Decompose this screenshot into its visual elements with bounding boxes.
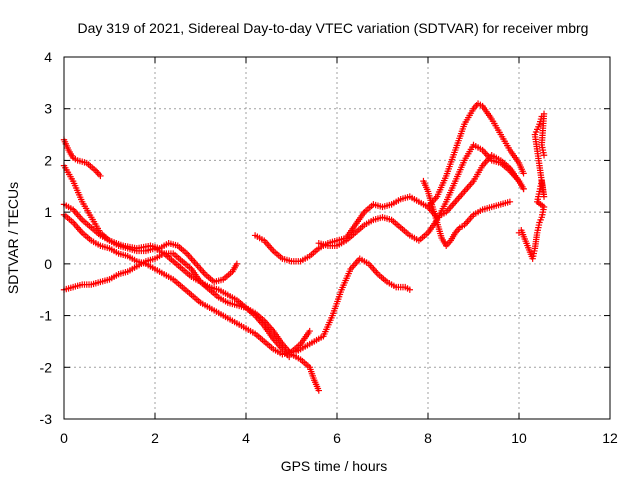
data-point [506, 198, 514, 205]
data-point [540, 152, 548, 159]
data-point [315, 387, 322, 394]
data-points [60, 100, 548, 394]
data-point [520, 170, 527, 177]
y-tick-label: -2 [40, 359, 53, 375]
series-trace-e [60, 250, 293, 361]
x-tick-label: 6 [333, 430, 341, 446]
data-point [233, 260, 241, 268]
series-trace-g [292, 255, 413, 355]
series-trace-c [60, 201, 322, 394]
chart-title: Day 319 of 2021, Sidereal Day-to-day VTE… [78, 20, 589, 36]
x-tick-label: 4 [242, 430, 250, 446]
data-point [306, 327, 313, 335]
y-tick-labels: -3 -2 -1 0 1 2 3 4 [40, 49, 53, 427]
x-tick-label: 8 [424, 430, 432, 446]
series-trace-j [424, 100, 527, 211]
y-tick-label: 4 [44, 49, 52, 65]
data-point [520, 185, 527, 193]
axis-ticks [63, 56, 611, 420]
x-tick-label: 2 [151, 430, 159, 446]
x-tick-label: 12 [602, 430, 618, 446]
x-tick-labels: 0 2 4 6 8 10 12 [60, 430, 618, 446]
x-tick-label: 0 [60, 430, 68, 446]
y-tick-label: -3 [40, 411, 53, 427]
y-tick-label: -1 [40, 308, 53, 324]
y-axis-label: SDTVAR / TECUs [5, 182, 21, 294]
y-tick-label: 3 [44, 101, 52, 117]
series-trace-i [420, 177, 514, 249]
data-point [406, 286, 413, 293]
data-point [286, 353, 293, 361]
x-tick-label: 10 [511, 430, 527, 446]
series-trace-k [515, 110, 548, 262]
y-tick-label: 2 [44, 152, 52, 168]
x-axis-label: GPS time / hours [281, 458, 388, 474]
data-point [97, 172, 104, 180]
y-tick-label: 1 [44, 204, 52, 220]
y-tick-label: 0 [44, 256, 52, 272]
